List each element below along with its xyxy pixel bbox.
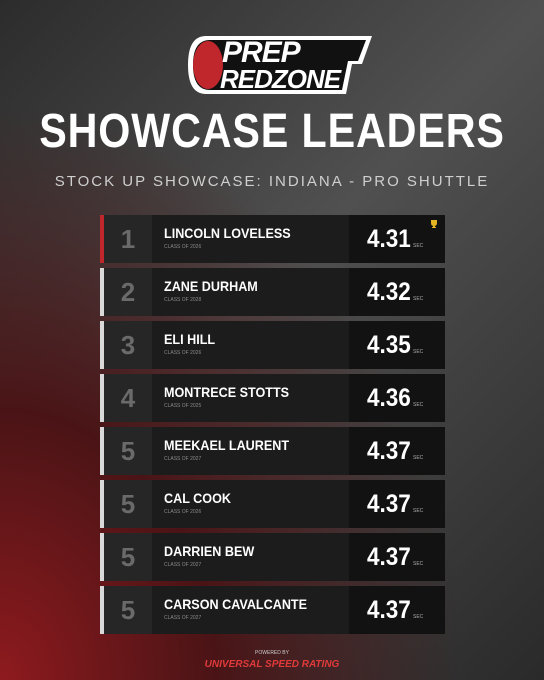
leader-row: 3 ELI HILL CLASS OF 2026 4.35 SEC: [100, 321, 445, 369]
rank: 5: [104, 480, 152, 528]
time: 4.37: [367, 490, 411, 518]
time-unit: SEC: [413, 243, 424, 249]
athlete-class: CLASS OF 2027: [164, 562, 202, 568]
athlete-class: CLASS OF 2025: [164, 403, 202, 409]
row-accent: [100, 533, 104, 581]
athlete-name: ELI HILL: [164, 331, 216, 347]
athlete-name: LINCOLN LOVELESS: [164, 225, 291, 241]
athlete-class: CLASS OF 2026: [164, 244, 202, 250]
time: 4.32: [367, 278, 411, 306]
row-accent: [100, 586, 104, 634]
athlete-class: CLASS OF 2028: [164, 297, 202, 303]
leader-row: 5 CAL COOK CLASS OF 2026 4.37 SEC: [100, 480, 445, 528]
athlete-name: DARRIEN BEW: [164, 543, 255, 559]
trophy-icon: [431, 220, 437, 228]
athlete-name: CARSON CAVALCANTE: [164, 596, 308, 612]
time-box: 4.37 SEC: [349, 533, 445, 581]
time-box: 4.37 SEC: [349, 480, 445, 528]
time-unit: SEC: [413, 402, 424, 408]
logo-text: REDZONE: [220, 64, 341, 94]
athlete-class: CLASS OF 2027: [164, 456, 202, 462]
leader-row: 2 ZANE DURHAM CLASS OF 2028 4.32 SEC: [100, 268, 445, 316]
time-box: 4.37 SEC: [349, 586, 445, 634]
athlete-name: MEEKAEL LAURENT: [164, 437, 290, 453]
leader-row: 1 LINCOLN LOVELESS CLASS OF 2026 4.31 SEC: [100, 215, 445, 263]
footer-label: POWERED BY: [255, 650, 289, 656]
rank: 2: [104, 268, 152, 316]
time: 4.37: [367, 437, 411, 465]
leader-row: 4 MONTRECE STOTTS CLASS OF 2025 4.36 SEC: [100, 374, 445, 422]
time-unit: SEC: [413, 349, 424, 355]
row-accent: [100, 268, 104, 316]
rank: 5: [104, 533, 152, 581]
athlete-name: ZANE DURHAM: [164, 278, 258, 294]
time-unit: SEC: [413, 455, 424, 461]
row-accent: [100, 321, 104, 369]
time-unit: SEC: [413, 561, 424, 567]
rank: 5: [104, 586, 152, 634]
time-unit: SEC: [413, 508, 424, 514]
time: 4.36: [367, 384, 411, 412]
leader-row: 5 CARSON CAVALCANTE CLASS OF 2027 4.37 SEC: [100, 586, 445, 634]
rank: 4: [104, 374, 152, 422]
logo-badge: [188, 36, 372, 94]
time: 4.37: [367, 596, 411, 624]
logo-text: PREP: [222, 36, 301, 69]
leader-row: 5 DARRIEN BEW CLASS OF 2027 4.37 SEC: [100, 533, 445, 581]
athlete-class: CLASS OF 2027: [164, 615, 202, 621]
time-box: 4.37 SEC: [349, 427, 445, 475]
row-accent: [100, 427, 104, 475]
athlete-class: CLASS OF 2026: [164, 509, 202, 515]
time: 4.31: [367, 225, 411, 253]
leader-row: 5 MEEKAEL LAURENT CLASS OF 2027 4.37 SEC: [100, 427, 445, 475]
row-accent: [100, 374, 104, 422]
row-accent: [100, 480, 104, 528]
subtitle: STOCK UP SHOWCASE: INDIANA - PRO SHUTTLE: [54, 173, 490, 190]
time: 4.35: [367, 331, 411, 359]
row-accent: [100, 215, 104, 263]
time-box: 4.32 SEC: [349, 268, 445, 316]
rank: 3: [104, 321, 152, 369]
athlete-name: MONTRECE STOTTS: [164, 384, 290, 400]
time: 4.37: [367, 543, 411, 571]
rank: 5: [104, 427, 152, 475]
time-box: 4.36 SEC: [349, 374, 445, 422]
time-box: 4.35 SEC: [349, 321, 445, 369]
rank: 1: [104, 215, 152, 263]
title: SHOWCASE LEADERS: [39, 105, 505, 158]
time-box: 4.31 SEC: [349, 215, 445, 263]
time-unit: SEC: [413, 614, 424, 620]
athlete-name: CAL COOK: [164, 490, 231, 506]
athlete-class: CLASS OF 2026: [164, 350, 202, 356]
footer-brand: UNIVERSAL SPEED RATING: [204, 659, 340, 670]
time-unit: SEC: [413, 296, 424, 302]
